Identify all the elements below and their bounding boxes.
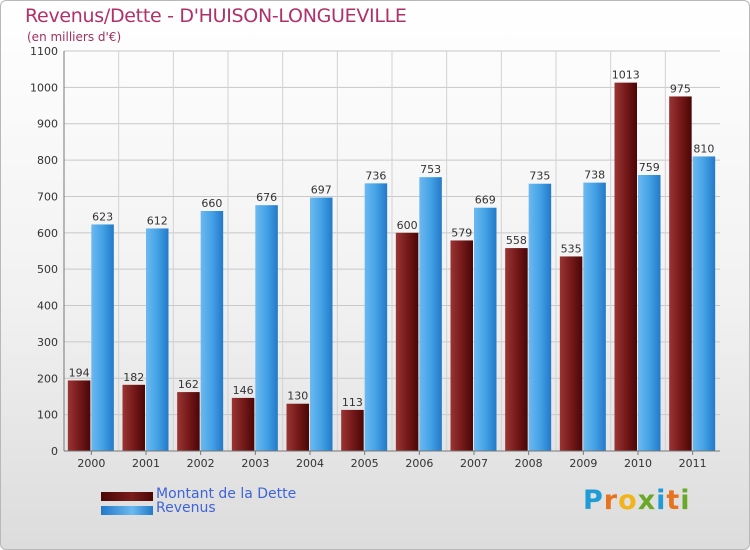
bar-debt [395,232,419,451]
bar-revenue [419,177,442,451]
y-tick-label: 800 [37,154,58,167]
value-label-debt: 558 [506,234,527,247]
logo-letter: r [603,485,619,516]
y-tick-label: 0 [51,445,58,458]
chart-title: Revenus/Dette - D'HUISON-LONGUEVILLE [25,5,407,27]
bar-revenue [146,228,169,451]
legend-label-debt: Montant de la Dette [156,486,297,502]
bar-revenue [692,156,716,452]
x-tick-label: 2001 [132,457,160,470]
value-label-revenue: 669 [475,194,496,207]
legend-label-revenue: Revenus [156,500,216,516]
bar-debt [614,82,637,452]
bar-debt [177,392,200,451]
bar-debt [341,409,364,451]
value-label-debt: 182 [123,371,144,384]
value-label-revenue: 759 [639,161,660,174]
bar-debt [505,248,528,451]
value-label-revenue: 697 [311,184,332,197]
proxiti-logo: Proxiti [583,485,691,516]
x-tick-label: 2005 [351,457,379,470]
bar-revenue [474,207,497,451]
bar-debt [559,256,583,451]
x-tick-label: 2010 [624,457,652,470]
y-tick-label: 400 [37,300,58,313]
value-label-revenue: 810 [693,142,714,155]
y-tick-label: 1100 [30,45,58,58]
x-tick-label: 2011 [679,457,707,470]
logo-letter: t [666,485,681,516]
y-tick-label: 700 [37,190,58,203]
value-label-debt: 194 [69,366,90,379]
value-label-debt: 579 [451,226,472,239]
x-tick-label: 2009 [569,457,597,470]
logo-letter: o [618,485,638,516]
y-tick-label: 1000 [30,81,58,94]
value-label-revenue: 736 [365,169,386,182]
value-label-revenue: 623 [92,210,113,223]
value-label-debt: 535 [561,242,582,255]
y-tick-label: 300 [37,336,58,349]
x-tick-label: 2004 [296,457,324,470]
value-label-revenue: 735 [529,170,550,183]
bar-revenue [528,183,552,451]
bar-debt [231,397,255,451]
bar-revenue [638,175,661,451]
y-tick-label: 200 [37,372,58,385]
logo-letter: i [656,485,667,516]
bar-revenue [200,211,224,451]
value-label-debt: 146 [233,384,254,397]
x-tick-label: 2007 [460,457,488,470]
value-label-revenue: 753 [420,163,441,176]
bar-debt [669,96,692,452]
bar-debt [122,384,145,451]
x-tick-label: 2000 [77,457,105,470]
value-label-revenue: 612 [147,214,168,227]
value-label-debt: 130 [287,390,308,403]
bar-revenue [310,197,333,451]
bar-debt [450,240,473,451]
value-label-revenue: 660 [201,197,222,210]
value-label-debt: 113 [342,396,363,409]
y-tick-label: 900 [37,118,58,131]
value-label-debt: 600 [397,219,418,232]
legend-swatch-debt [101,492,153,501]
bar-revenue [583,182,606,452]
value-label-revenue: 738 [584,169,605,182]
value-label-debt: 162 [178,378,199,391]
bar-debt [286,403,309,451]
chart-subtitle: (en milliers d'€) [27,30,122,44]
y-tick-label: 100 [37,409,58,422]
bar-revenue [364,183,388,451]
y-tick-label: 600 [37,227,58,240]
bar-revenue [255,205,278,451]
bar-revenue [91,224,114,451]
value-label-revenue: 676 [256,191,277,204]
logo-letter: i [680,485,691,516]
logo-letter: x [637,485,657,516]
x-tick-label: 2002 [187,457,215,470]
logo-letter: P [583,485,604,516]
x-tick-label: 2006 [405,457,433,470]
value-label-debt: 1013 [612,69,640,82]
bar-debt [67,380,91,451]
x-tick-label: 2003 [241,457,269,470]
value-label-debt: 975 [670,82,691,95]
x-tick-label: 2008 [515,457,543,470]
y-tick-label: 500 [37,263,58,276]
legend-swatch-revenue [101,506,153,515]
